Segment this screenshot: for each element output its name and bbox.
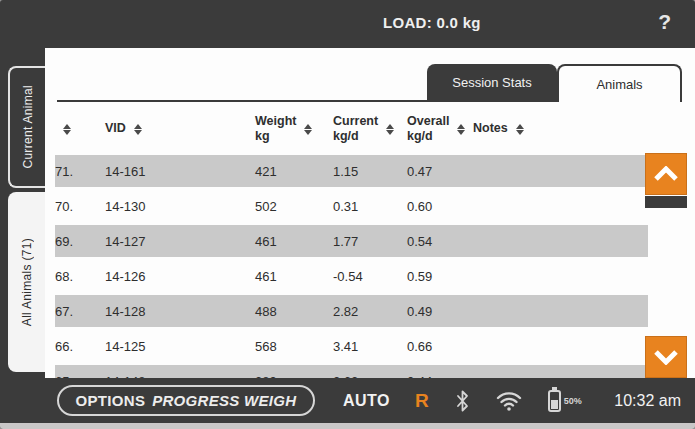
row-rank: 68. [55,269,105,284]
animal-list: 71. 14-161 421 1.15 0.47 70. 14-130 502 … [55,155,648,378]
row-overall: 0.59 [407,269,473,284]
current-column-header: Current kg/d [333,114,407,144]
help-icon[interactable]: ? [658,10,671,34]
table-row[interactable]: 70. 14-130 502 0.31 0.60 [55,190,648,222]
side-tab-all-animals[interactable]: All Animals (71) [8,192,45,372]
row-current: -0.54 [333,269,407,284]
table-row[interactable]: 68. 14-126 461 -0.54 0.59 [55,260,648,292]
chevron-down-icon [653,349,679,365]
row-vid: 14-130 [105,199,255,214]
row-vid: 14-128 [105,304,255,319]
options-label: OPTIONS [76,392,146,409]
row-current: 3.41 [333,339,407,354]
sort-icon[interactable] [386,124,394,135]
wifi-icon [496,391,522,411]
load-readout: LOAD: 0.0 kg [383,14,481,31]
status-bar: OPTIONS PROGRESS WEIGH AUTO R 50% 10:32 … [0,378,695,423]
side-tab-label: All Animals (71) [20,238,34,326]
row-vid: 14-125 [105,339,255,354]
tab-session-stats[interactable]: Session Stats [427,64,557,100]
table-row[interactable]: 66. 14-125 568 3.41 0.66 [55,330,648,362]
row-overall: 0.60 [407,199,473,214]
sort-icon[interactable] [516,124,524,135]
side-tab-current-animal[interactable]: Current Animal [8,66,45,188]
notes-column-header: Notes [473,121,648,136]
weight-column-header: Weight kg [255,114,333,144]
bluetooth-icon [455,389,470,413]
weigh-scale-screen: LOAD: 0.0 kg ? VID Weight kg Current [0,0,695,429]
row-overall: 0.54 [407,234,473,249]
table-row[interactable]: 71. 14-161 421 1.15 0.47 [55,155,648,187]
column-unit: kg/d [333,129,378,144]
column-label: Weight [255,114,296,129]
scroll-down-button[interactable] [645,336,687,378]
weigh-mode-label: PROGRESS WEIGH [152,392,296,409]
battery-icon [548,390,561,412]
row-current: 1.77 [333,234,407,249]
record-indicator: R [415,390,429,412]
options-button[interactable]: OPTIONS PROGRESS WEIGH [57,385,315,416]
row-current: 0.31 [333,199,407,214]
table-row[interactable]: 67. 14-128 488 2.82 0.49 [55,295,648,327]
scroll-up-button[interactable] [645,153,687,195]
table-header: VID Weight kg Current kg/d Overall [55,104,648,153]
battery-indicator: 50% [548,390,582,412]
column-label: Overall [407,114,449,129]
column-label: VID [105,121,126,136]
table-row[interactable]: 65. 14-148 389 2.62 0.44 [55,365,648,378]
row-vid: 14-127 [105,234,255,249]
row-weight: 502 [255,199,333,214]
row-weight: 461 [255,269,333,284]
row-rank: 71. [55,164,105,179]
column-unit: kg/d [407,129,449,144]
auto-mode-indicator: AUTO [343,392,390,410]
row-current: 1.15 [333,164,407,179]
scroll-up-shadow [645,196,687,208]
row-vid: 14-126 [105,269,255,284]
row-rank: 67. [55,304,105,319]
vid-column-header: VID [105,121,255,136]
row-rank: 69. [55,234,105,249]
tab-animals[interactable]: Animals [557,64,682,102]
row-weight: 461 [255,234,333,249]
column-unit: kg [255,129,296,144]
row-overall: 0.66 [407,339,473,354]
row-weight: 488 [255,304,333,319]
chevron-up-icon [653,166,679,182]
row-weight: 421 [255,164,333,179]
sort-icon[interactable] [134,124,142,135]
column-label: Notes [473,121,508,136]
sort-icon[interactable] [457,124,465,135]
row-vid: 14-161 [105,164,255,179]
clock: 10:32 am [614,392,681,410]
battery-percent: 50% [564,396,582,406]
row-overall: 0.47 [407,164,473,179]
sort-icon[interactable] [63,124,71,135]
row-rank: 70. [55,199,105,214]
row-overall: 0.49 [407,304,473,319]
row-rank: 66. [55,339,105,354]
side-tab-label: Current Animal [21,85,35,169]
row-weight: 568 [255,339,333,354]
table-row[interactable]: 69. 14-127 461 1.77 0.54 [55,225,648,257]
column-label: Current [333,114,378,129]
overall-column-header: Overall kg/d [407,114,473,144]
sort-icon[interactable] [304,124,312,135]
rank-column-header [55,122,105,135]
screen-bottom-strip [0,423,695,429]
row-current: 2.82 [333,304,407,319]
